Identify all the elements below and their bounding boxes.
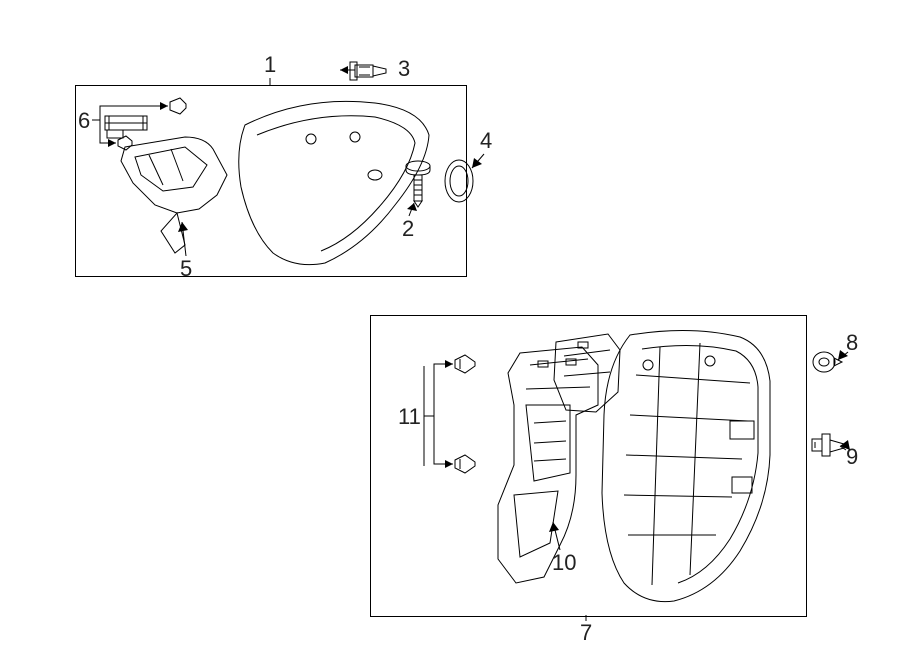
clip-part-6a bbox=[170, 98, 188, 114]
callout-label-2: 2 bbox=[402, 218, 414, 240]
clip-part-8 bbox=[812, 350, 842, 376]
callout-label-1: 1 bbox=[264, 54, 276, 76]
clip-part-9 bbox=[812, 430, 846, 460]
clip-part-11b bbox=[455, 455, 477, 473]
callout-label-8: 8 bbox=[846, 332, 858, 354]
clip-part-11a bbox=[455, 355, 477, 373]
trim-part-10-upper bbox=[548, 332, 628, 422]
callout-label-5: 5 bbox=[180, 258, 192, 280]
clip-part-3 bbox=[350, 60, 390, 82]
bolt-part-2 bbox=[404, 160, 432, 208]
parts-diagram: 1 3 bbox=[0, 0, 900, 661]
grommet-part-4 bbox=[444, 158, 476, 204]
callout-label-3: 3 bbox=[398, 58, 410, 80]
callout-label-4: 4 bbox=[480, 130, 492, 152]
callout-label-6: 6 bbox=[78, 110, 90, 132]
callout-label-7: 7 bbox=[580, 622, 592, 644]
callout-label-9: 9 bbox=[846, 446, 858, 468]
callout-label-10: 10 bbox=[552, 552, 576, 574]
callout-label-11: 11 bbox=[398, 406, 421, 428]
